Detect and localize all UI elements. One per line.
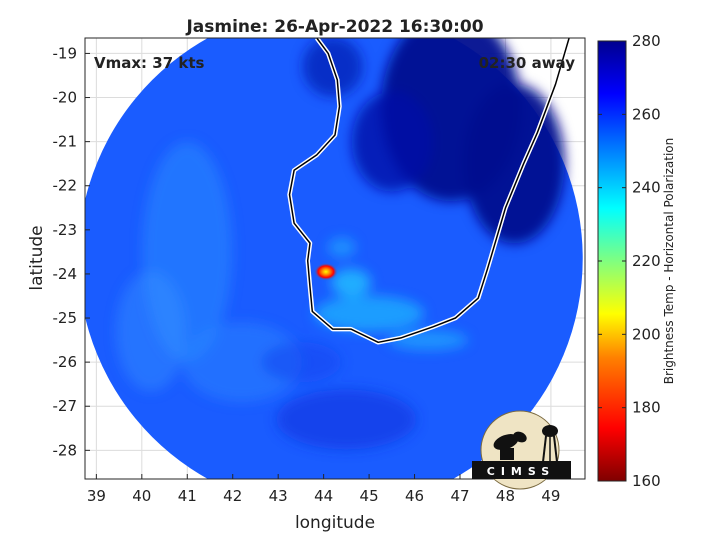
- coastline: [288, 38, 570, 344]
- colorbar-tick-label: 180: [632, 399, 661, 417]
- swath-layer: [85, 38, 583, 479]
- x-tick-label: 49: [541, 487, 560, 505]
- colorbar-tick-label: 200: [632, 325, 661, 343]
- x-axis-label: longitude: [295, 513, 375, 533]
- x-tick-label: 45: [360, 487, 379, 505]
- colorbar-tick-label: 240: [632, 179, 661, 197]
- colorbar-ticks: 280 260 240 220 200 180 160: [598, 32, 661, 490]
- colorbar-tick-label: 280: [632, 32, 661, 50]
- x-tick-label: 42: [223, 487, 242, 505]
- y-tick-label: -24: [53, 265, 78, 283]
- colorbar-tick-label: 260: [632, 105, 661, 123]
- logo-text: CIMSS: [487, 465, 555, 478]
- x-axis-ticks: 39 40 41 42 43 44 45 46 47 48 49: [87, 474, 560, 505]
- y-tick-label: -26: [53, 353, 78, 371]
- y-tick-label: -19: [53, 44, 78, 62]
- swath-texture-blob: [330, 268, 371, 297]
- cimss-logo: CIMSS: [472, 410, 571, 490]
- swath-texture-blob: [181, 322, 302, 403]
- colorbar-tick-label: 220: [632, 252, 661, 270]
- y-axis-ticks: -19 -20 -21 -22 -23 -24 -25 -26 -27 -28: [53, 44, 90, 459]
- colorbar-gradient: [597, 40, 627, 482]
- cyclone-core: [313, 262, 338, 281]
- swath-texture-blob: [351, 91, 432, 192]
- swath-texture-blob: [327, 237, 356, 258]
- swath-texture-blob: [276, 389, 417, 450]
- x-tick-label: 48: [496, 487, 515, 505]
- y-tick-label: -21: [53, 133, 78, 151]
- x-tick-label: 44: [314, 487, 333, 505]
- y-tick-label: -23: [53, 221, 78, 239]
- vmax-annotation: Vmax: 37 kts: [94, 54, 204, 72]
- swath-texture-blob: [464, 83, 565, 244]
- swath-texture-blob: [314, 295, 425, 332]
- x-tick-label: 43: [269, 487, 288, 505]
- colorbar: 280 260 240 220 200 180 160 Brightness Temp - …: [597, 32, 676, 490]
- y-tick-label: -20: [53, 89, 78, 107]
- x-tick-label: 41: [178, 487, 197, 505]
- y-tick-label: -25: [53, 309, 78, 327]
- swath-texture-blob: [115, 271, 186, 392]
- time-offset-annotation: 02:30 away: [479, 54, 576, 72]
- x-tick-label: 39: [87, 487, 106, 505]
- swath-texture: [115, 38, 565, 450]
- y-tick-label: -22: [53, 177, 78, 195]
- x-tick-label: 46: [405, 487, 424, 505]
- x-tick-label: 40: [132, 487, 151, 505]
- colorbar-tick-label: 160: [632, 472, 661, 490]
- y-axis-label: latitude: [27, 225, 47, 290]
- swath-texture-blob: [260, 342, 341, 383]
- colorbar-label: Brightness Temp - Horizontal Polarizatio…: [662, 138, 676, 385]
- y-tick-label: -27: [53, 397, 78, 415]
- y-tick-label: -28: [53, 441, 78, 459]
- axes-frame: [84, 37, 586, 480]
- chart-title: Jasmine: 26-Apr-2022 16:30:00: [185, 17, 483, 37]
- x-tick-label: 47: [450, 487, 469, 505]
